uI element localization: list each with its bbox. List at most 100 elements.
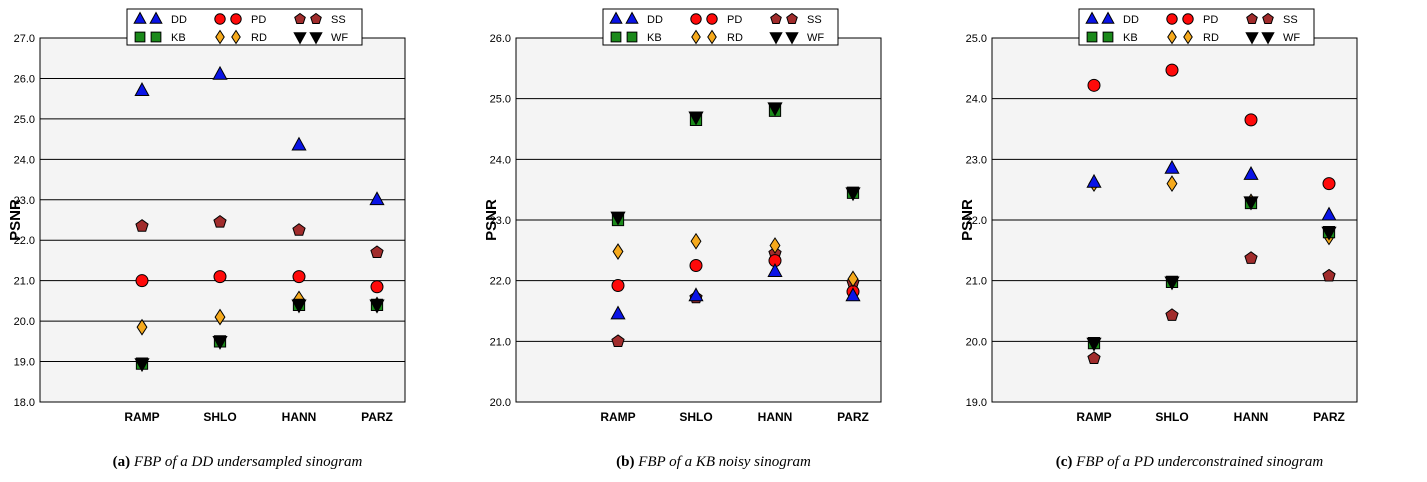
marker-rd [214, 308, 226, 326]
legend-label-pd: PD [251, 14, 266, 26]
marker-dd [212, 65, 228, 80]
x-tick-label: RAMP [1076, 410, 1111, 424]
legend-marker-dd [149, 11, 163, 24]
marker-wf [767, 102, 783, 117]
y-tick-label: 21.0 [966, 276, 987, 288]
marker-ss [1322, 268, 1336, 282]
x-tick-label: SHLO [1155, 410, 1188, 424]
y-tick-label: 21.0 [14, 276, 35, 288]
legend-label-pd: PD [727, 14, 742, 26]
chart-panel-b: 20.0 21.0 22.0 23.0 24.0 25.0 26.0 PSNR RAMP SHLO… [476, 0, 951, 482]
x-tick-label: HANN [758, 410, 793, 424]
marker-pd [135, 274, 149, 288]
marker-pd [1165, 63, 1179, 77]
legend: DD PD SS KB RD WF [1078, 8, 1315, 46]
legend-label-dd: DD [1123, 14, 1139, 26]
legend-marker-rd [1167, 29, 1177, 45]
caption-b-label: (b) [616, 454, 635, 470]
legend-marker-pd [214, 13, 226, 25]
legend-label-wf: WF [807, 32, 824, 44]
marker-ss [611, 334, 625, 347]
x-tick-label: RAMP [124, 410, 159, 424]
y-tick-label: 26.0 [490, 33, 511, 45]
caption-c: (c) FBP of a PD underconstrained sinogra… [952, 454, 1427, 471]
marker-pd [1087, 78, 1101, 92]
legend-label-dd: DD [171, 14, 187, 26]
legend-label-ss: SS [1283, 14, 1298, 26]
legend-marker-kb [626, 31, 638, 43]
legend-marker-rd [691, 29, 701, 45]
marker-pd [689, 259, 703, 272]
chart-panel-a: 18.0 19.0 20.0 21.0 22.0 23.0 24.0 25.0 26.0 27.0… [0, 0, 475, 482]
y-tick-label: 22.0 [490, 276, 511, 288]
x-tick-label: RAMP [600, 410, 635, 424]
y-tick-label: 25.0 [966, 33, 987, 45]
y-tick-label: 20.0 [14, 316, 35, 328]
marker-wf [1086, 337, 1102, 352]
y-tick-label: 22.0 [14, 235, 35, 247]
marker-wf [610, 211, 626, 226]
y-axis-label: PSNR [7, 199, 24, 241]
marker-ss [1244, 251, 1258, 264]
legend-marker-rd [231, 29, 241, 45]
legend-label-ss: SS [331, 14, 346, 26]
y-tick-label: 20.0 [490, 397, 511, 409]
legend-marker-wf [785, 32, 799, 45]
legend-box [1078, 8, 1315, 46]
legend-marker-rd [1183, 29, 1193, 45]
y-tick-label: 18.0 [14, 397, 35, 409]
caption-a-label: (a) [112, 454, 131, 470]
marker-ss [292, 223, 306, 236]
legend-marker-kb [1102, 31, 1114, 43]
legend-label-dd: DD [647, 14, 663, 26]
caption-b-text: FBP of a KB noisy sinogram [638, 454, 811, 470]
x-tick-label: PARZ [361, 410, 393, 424]
legend-marker-kb [134, 31, 146, 43]
y-tick-label: 23.0 [490, 215, 511, 227]
legend-marker-dd [133, 11, 147, 24]
y-tick-label: 22.0 [966, 215, 987, 227]
legend-marker-rd [707, 29, 717, 45]
marker-wf [369, 299, 385, 314]
caption-a-text: FBP of a DD undersampled sinogram [133, 454, 363, 470]
y-tick-label: 26.0 [14, 73, 35, 85]
marker-ss [213, 215, 227, 228]
x-tick-label: SHLO [203, 410, 236, 424]
marker-dd [134, 82, 150, 96]
chart-c-svg: 19.0 20.0 21.0 22.0 23.0 24.0 25.0 PSNR RAMP SHLO… [959, 8, 1358, 424]
legend-box [126, 8, 363, 46]
marker-ss [1087, 351, 1101, 364]
legend-marker-rd [215, 29, 225, 45]
legend-marker-pd [1182, 13, 1194, 25]
caption-c-label: (c) [1055, 454, 1073, 470]
legend-marker-pd [230, 13, 242, 25]
legend-box [602, 8, 839, 46]
marker-dd [610, 305, 626, 320]
marker-pd [611, 279, 625, 293]
legend-label-kb: KB [647, 32, 662, 44]
y-tick-label: 20.0 [966, 336, 987, 348]
legend-label-rd: RD [251, 32, 267, 44]
chart-panel-c: 19.0 20.0 21.0 22.0 23.0 24.0 25.0 PSNR RAMP SHLO… [952, 0, 1427, 482]
marker-dd [1086, 173, 1102, 188]
legend-marker-kb [1086, 31, 1098, 43]
marker-dd [1321, 206, 1337, 221]
legend-label-pd: PD [1203, 14, 1218, 26]
marker-wf [1243, 196, 1259, 211]
y-tick-label: 25.0 [14, 114, 35, 126]
legend-marker-dd [1101, 11, 1115, 24]
marker-pd [370, 280, 384, 294]
marker-rd [769, 237, 781, 254]
y-tick-label: 19.0 [966, 397, 987, 409]
legend-marker-ss [1262, 12, 1274, 24]
legend-marker-ss [1246, 12, 1258, 24]
x-tick-label: SHLO [679, 410, 712, 424]
legend-label-rd: RD [1203, 32, 1219, 44]
y-tick-label: 21.0 [490, 336, 511, 348]
y-tick-label: 24.0 [490, 154, 511, 166]
x-tick-label: HANN [1234, 410, 1269, 424]
legend-marker-pd [1166, 13, 1178, 25]
marker-dd [369, 191, 385, 206]
marker-pd [213, 270, 227, 284]
legend-marker-pd [706, 13, 718, 25]
